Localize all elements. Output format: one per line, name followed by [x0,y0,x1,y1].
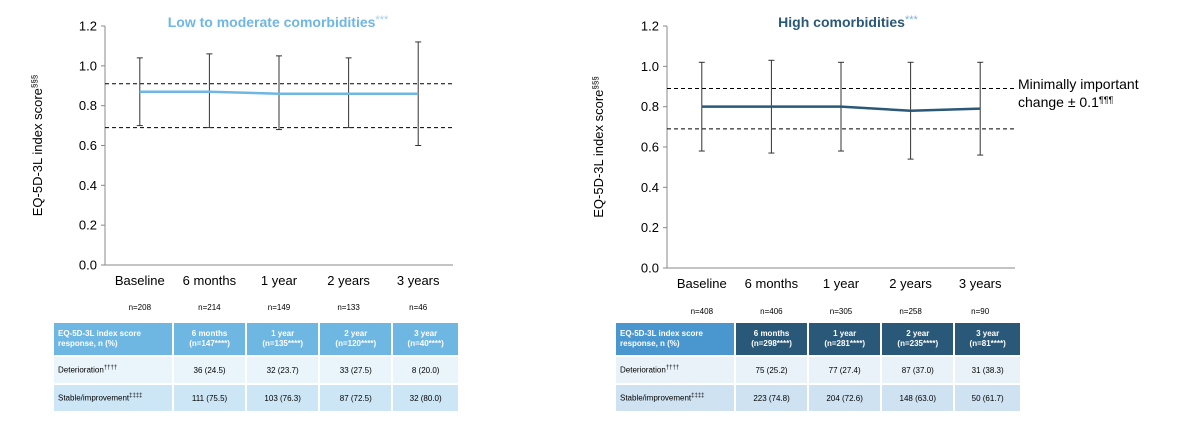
chart-title: Low to moderate comorbidities*** [168,14,389,30]
n-label: n=258 [899,307,922,316]
table-header-label: EQ-5D-3L index score response, n (%) [54,323,172,355]
chart-title: High comorbidities*** [778,14,918,30]
mic-label-line2: change ± 0.1¶¶¶ [1018,94,1114,110]
y-tick-label: 0.4 [641,180,659,195]
table-cell: 103 (76.3) [247,385,319,411]
table-cell: 204 (72.6) [809,385,881,411]
row-label: Deterioration†††† [616,357,734,383]
mic-label-line1: Minimally important [1018,76,1139,92]
n-label: n=406 [760,307,783,316]
y-axis-label: EQ-5D-3L index score§§§ [30,75,45,217]
table-cell: 33 (27.5) [320,357,392,383]
x-tick-label: 3 years [959,276,1002,291]
table-cell: 75 (25.2) [736,357,808,383]
response-table-right: EQ-5D-3L index score response, n (%) 6 m… [614,321,1022,413]
y-tick-label: 0.6 [641,140,659,155]
x-tick-label: Baseline [115,273,165,288]
table-row: Deterioration†††† 75 (25.2) 77 (27.4) 87… [616,357,1020,383]
x-tick-label: 1 year [823,276,860,291]
y-tick-label: 1.2 [79,19,97,34]
table-header-col: 3 year (n=40****) [393,323,458,355]
table-cell: 148 (63.0) [882,385,954,411]
table-cell: 8 (20.0) [393,357,458,383]
table-row: Stable/improvement‡‡‡‡ 223 (74.8) 204 (7… [616,385,1020,411]
n-label: n=208 [129,303,152,312]
table-row: Stable/improvement‡‡‡‡ 111 (75.5) 103 (7… [54,385,458,411]
row-label: Stable/improvement‡‡‡‡ [54,385,172,411]
n-label: n=133 [337,303,360,312]
n-label: n=149 [268,303,291,312]
table-cell: 87 (72.5) [320,385,392,411]
table-header-col: 2 year (n=120****) [320,323,392,355]
y-tick-label: 1.0 [641,59,659,74]
table-header-col: 6 months (n=298****) [736,323,808,355]
x-tick-label: 6 months [745,276,799,291]
y-tick-label: 0.0 [79,258,97,273]
table-header-col: 3 year (n=81****) [955,323,1020,355]
table-row: Deterioration†††† 36 (24.5) 32 (23.7) 33… [54,357,458,383]
n-label: n=46 [409,303,428,312]
table-cell: 32 (23.7) [247,357,319,383]
table-cell: 87 (37.0) [882,357,954,383]
table-header-col: 1 year (n=135****) [247,323,319,355]
x-tick-label: 3 years [397,273,440,288]
x-tick-label: 1 year [261,273,298,288]
x-tick-label: 6 months [183,273,237,288]
n-label: n=214 [198,303,221,312]
table-cell: 111 (75.5) [174,385,246,411]
row-label: Stable/improvement‡‡‡‡ [616,385,734,411]
table-cell: 50 (61.7) [955,385,1020,411]
x-tick-label: Baseline [677,276,727,291]
x-tick-label: 2 years [889,276,932,291]
y-tick-label: 0.6 [79,138,97,153]
y-tick-label: 0.2 [79,218,97,233]
y-tick-label: 0.2 [641,220,659,235]
y-tick-label: 1.0 [79,58,97,73]
row-label: Deterioration†††† [54,357,172,383]
series-line [139,90,419,95]
table-cell: 223 (74.8) [736,385,808,411]
y-tick-label: 0.8 [79,98,97,113]
y-axis-label: EQ-5D-3L index score§§§ [591,76,606,218]
table-header-col: 6 months (n=147****) [174,323,246,355]
n-label: n=408 [691,307,714,316]
y-tick-label: 1.2 [641,19,659,34]
table-cell: 77 (27.4) [809,357,881,383]
y-tick-label: 0.0 [641,261,659,276]
series-line [701,105,981,112]
response-table-left: EQ-5D-3L index score response, n (%) 6 m… [52,321,460,413]
table-cell: 32 (80.0) [393,385,458,411]
table-cell: 36 (24.5) [174,357,246,383]
table-header-label: EQ-5D-3L index score response, n (%) [616,323,734,355]
y-tick-label: 0.8 [641,99,659,114]
y-tick-label: 0.4 [79,178,97,193]
n-label: n=305 [830,307,853,316]
table-header-col: 1 year (n=281****) [809,323,881,355]
n-label: n=90 [971,307,990,316]
table-header-col: 2 year (n=235****) [882,323,954,355]
table-cell: 31 (38.3) [955,357,1020,383]
x-tick-label: 2 years [327,273,370,288]
